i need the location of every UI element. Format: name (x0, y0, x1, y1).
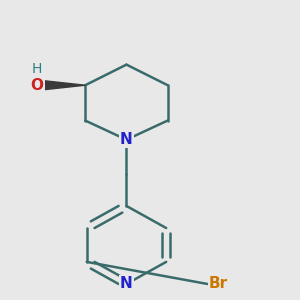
Text: N: N (120, 277, 133, 292)
Text: N: N (120, 132, 133, 147)
Text: Br: Br (209, 277, 228, 292)
Text: O: O (30, 78, 43, 93)
Polygon shape (37, 80, 85, 91)
Text: H: H (32, 62, 42, 76)
